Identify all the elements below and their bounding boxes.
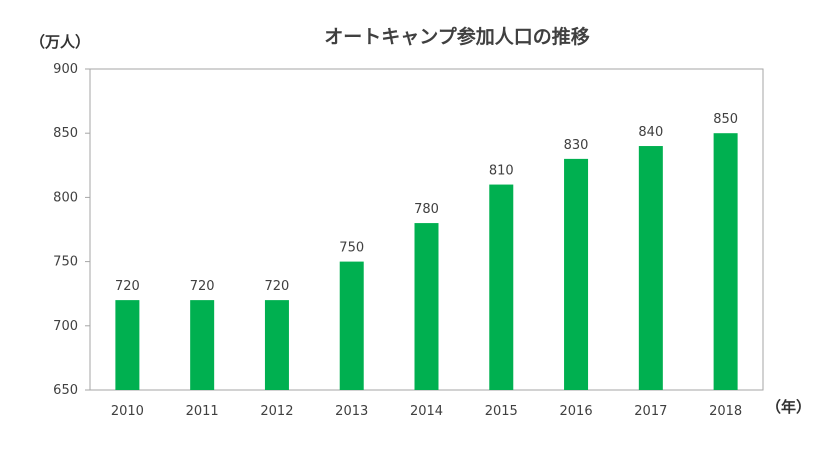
bar-2017 [638, 146, 663, 390]
x-axis-unit-label: （年） [766, 398, 811, 416]
y-axis: 650 700 750 800 850 900 [53, 62, 90, 398]
bar-2013 [339, 261, 364, 390]
x-tick-label: 2018 [709, 404, 742, 419]
x-tick-label: 2010 [111, 404, 144, 419]
y-tick-label: 700 [53, 319, 78, 334]
y-tick-label: 850 [53, 126, 78, 141]
data-label-2011: 720 [190, 279, 215, 294]
x-tick-label: 2015 [485, 404, 518, 419]
data-label-2015: 810 [489, 164, 514, 179]
data-label-2012: 720 [265, 279, 290, 294]
y-tick-label: 900 [53, 62, 78, 77]
chart-title: オートキャンプ参加人口の推移 [324, 25, 589, 48]
x-tick-label: 2014 [410, 404, 443, 419]
bar-2010 [115, 300, 140, 390]
data-label-2016: 830 [564, 138, 589, 153]
bar-series: 720 720 720 750 780 810 830 840 850 [115, 112, 738, 390]
y-tick-label: 750 [53, 255, 78, 270]
bar-2016 [564, 158, 589, 390]
y-axis-unit-label: （万人） [30, 33, 90, 51]
data-label-2013: 750 [339, 241, 364, 256]
bar-2015 [489, 184, 514, 390]
x-axis: 2010 2011 2012 2013 2014 2015 2016 2017 2018 [111, 404, 742, 419]
bar-2012 [264, 300, 289, 390]
data-label-2018: 850 [713, 112, 738, 127]
bar-2018 [713, 133, 738, 390]
bar-2011 [190, 300, 215, 390]
x-tick-label: 2013 [335, 404, 368, 419]
bar-2014 [414, 223, 439, 390]
x-tick-label: 2011 [186, 404, 219, 419]
x-tick-label: 2016 [560, 404, 593, 419]
data-label-2017: 840 [638, 125, 663, 140]
x-tick-label: 2012 [260, 404, 293, 419]
data-label-2014: 780 [414, 202, 439, 217]
y-tick-label: 650 [53, 383, 78, 398]
y-tick-label: 800 [53, 190, 78, 205]
data-label-2010: 720 [115, 279, 140, 294]
x-tick-label: 2017 [634, 404, 667, 419]
